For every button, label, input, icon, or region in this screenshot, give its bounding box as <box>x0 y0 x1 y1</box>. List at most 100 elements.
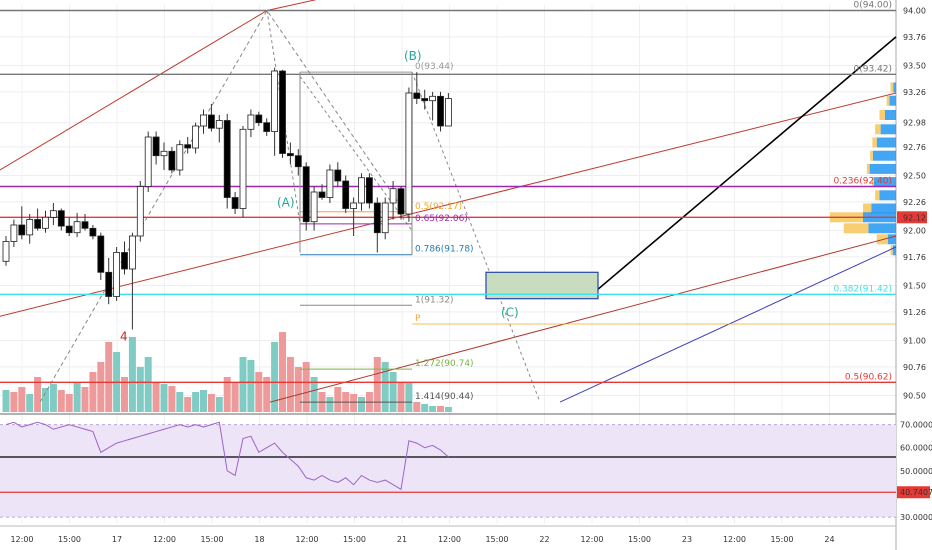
wave-label: (C) <box>501 305 519 319</box>
candlesticks <box>2 67 452 330</box>
fib-label: 0.65(92.06) <box>415 214 468 224</box>
profile-sell-bar <box>875 124 881 135</box>
price-tick: 92.76 <box>903 143 926 152</box>
candle-body <box>215 120 223 129</box>
current-price-label: 92.12 <box>903 213 926 222</box>
fib-label: 0(93.44) <box>415 62 454 72</box>
candle-body <box>294 155 302 168</box>
volume-bar <box>73 382 81 412</box>
price-tick: 91.00 <box>903 337 926 346</box>
price-tick: 90.76 <box>903 363 926 372</box>
time-tick: 12:00 <box>153 535 176 544</box>
volume-bar <box>136 367 144 412</box>
profile-buy-bar <box>876 137 896 148</box>
candle-body <box>144 136 152 187</box>
candle-body <box>18 224 26 236</box>
candle-body <box>10 224 18 242</box>
candle-body <box>334 169 342 182</box>
volume-bar <box>350 394 358 412</box>
rsi-line <box>5 421 449 491</box>
candle-body <box>421 98 429 102</box>
profile-sell-bar <box>879 110 885 120</box>
volume-bar <box>105 342 113 412</box>
candle-body <box>168 150 176 171</box>
volume-bar <box>176 392 184 412</box>
time-axis: 12:00 15:00 17 12:00 15:00 18 12:00 15:00 21 12:0… <box>0 525 896 544</box>
volume-bar <box>192 392 200 412</box>
candle-body <box>97 235 105 273</box>
price-tick: 92.26 <box>903 198 926 207</box>
time-tick: 15:00 <box>770 535 793 544</box>
volume-bar <box>437 406 444 412</box>
profile-sell-bar <box>890 245 893 256</box>
candle-body <box>65 225 73 234</box>
volume-bar <box>65 394 73 412</box>
profile-buy-bar <box>879 190 896 201</box>
candle-body <box>207 114 215 129</box>
candle-body <box>81 221 89 229</box>
price-tick: 92.00 <box>903 227 926 236</box>
profile-buy-bar <box>887 234 896 245</box>
profile-buy-bar <box>869 163 896 174</box>
channel-line <box>0 92 897 317</box>
candle-body <box>318 191 326 198</box>
volume-bar <box>397 382 405 412</box>
volume-bar <box>255 372 263 412</box>
candle-body <box>389 188 397 204</box>
channel-line <box>0 10 268 171</box>
volume-bar <box>215 397 223 412</box>
volume-bar <box>263 377 271 412</box>
candle-body <box>50 210 57 218</box>
candle-body <box>255 114 263 124</box>
volume-bar <box>358 397 365 412</box>
candle-body <box>263 122 271 132</box>
profile-buy-bar <box>871 203 896 214</box>
volume-bar <box>326 397 334 412</box>
time-tick: 12:00 <box>10 535 33 544</box>
volume-bar <box>81 387 89 412</box>
volume-bar <box>286 357 294 412</box>
candle-body <box>397 188 405 215</box>
fib-label: 0(93.42) <box>853 64 892 74</box>
fib-label: P <box>415 314 421 324</box>
candle-body <box>358 177 365 204</box>
rsi-tick: 60.0000 <box>900 444 932 453</box>
volume-bar <box>89 372 97 412</box>
volume-bar <box>18 387 26 412</box>
candle-body <box>128 235 136 270</box>
price-tick: 92.50 <box>903 172 926 181</box>
rsi-tick: 50.0000 <box>900 467 932 476</box>
candle-body <box>271 70 279 132</box>
candle-body <box>373 202 381 234</box>
volume-bar <box>413 402 421 412</box>
candle-body <box>57 210 65 227</box>
profile-buy-bar <box>880 124 896 135</box>
profile-sell-bar <box>872 137 877 148</box>
candle-body <box>34 219 41 229</box>
candle-body <box>437 95 444 127</box>
rsi-tick: 30.0000 <box>900 513 932 522</box>
volume-bar <box>444 407 452 412</box>
time-tick: 12:00 <box>723 535 746 544</box>
volume-bar <box>389 372 397 412</box>
volume-bar <box>152 382 160 412</box>
candle-body <box>310 191 318 223</box>
candle-body <box>152 136 160 157</box>
candle-body <box>279 70 286 154</box>
projection-line <box>591 36 897 295</box>
volume-bar <box>310 377 318 412</box>
rsi-band <box>0 424 896 518</box>
volume-bar <box>121 377 128 412</box>
price-axis: 94.00 93.76 93.50 93.26 92.98 92.76 92.50 92.26… <box>897 0 932 550</box>
wave-label: (B) <box>404 49 422 63</box>
profile-buy-bar <box>885 110 896 120</box>
volume-bar <box>294 367 302 412</box>
volume-bar <box>200 390 207 412</box>
candle-body <box>105 271 113 297</box>
profile-sell-bar <box>871 177 874 188</box>
time-tick: 15:00 <box>58 535 81 544</box>
candle-body <box>239 128 247 209</box>
wave-label: (A) <box>277 195 295 209</box>
profile-buy-bar <box>874 177 896 188</box>
